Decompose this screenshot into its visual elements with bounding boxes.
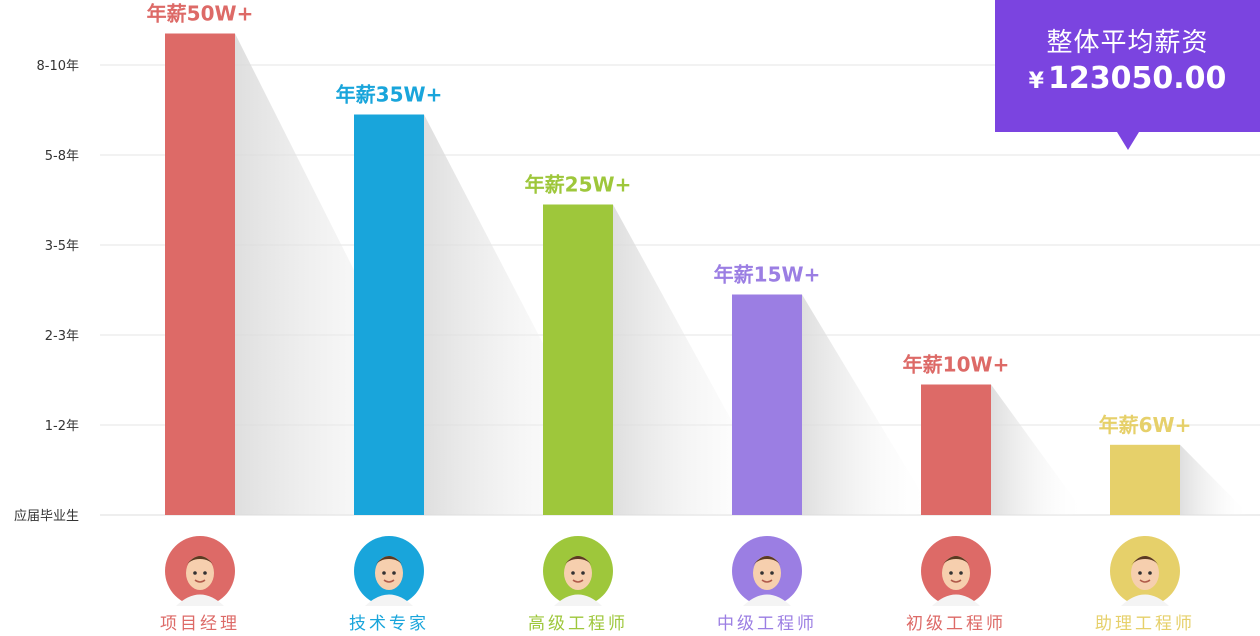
bar <box>354 114 424 515</box>
y-tick-label: 5-8年 <box>45 149 79 164</box>
average-salary-title: 整体平均薪资 <box>1046 28 1209 58</box>
average-salary-value-row: ¥123050.00 <box>995 60 1260 101</box>
category-label: 项目经理 <box>160 614 240 634</box>
mid-engineer-avatar-icon <box>732 536 802 606</box>
average-salary-row: ¥123050.00 <box>1029 61 1227 96</box>
bar-shadow <box>424 114 633 515</box>
category-label: 技术专家 <box>349 614 429 634</box>
senior-engineer-avatar-icon <box>543 536 613 606</box>
y-tick-label: 8-10年 <box>36 59 79 74</box>
bar-shadow <box>613 204 784 515</box>
y-tick-label: 1-2年 <box>45 419 79 434</box>
bar <box>165 33 235 515</box>
bar <box>732 294 802 515</box>
y-tick-label: 应届毕业生 <box>14 508 79 524</box>
manager-avatar-icon <box>165 536 235 606</box>
average-salary-callout: 整体平均薪资 ¥123050.00 <box>995 0 1260 150</box>
assistant-engineer-avatar-icon <box>1110 536 1180 606</box>
y-tick-label: 3-5年 <box>45 239 79 254</box>
bar-shadow <box>802 294 935 515</box>
bar-value-label: 年薪25W+ <box>525 173 632 197</box>
average-salary-value: 123050.00 <box>1047 61 1227 96</box>
y-tick-label: 2-3年 <box>45 329 79 344</box>
expert-avatar-icon <box>354 536 424 606</box>
bar-value-label: 年薪50W+ <box>147 2 254 26</box>
category-label: 助理工程师 <box>1095 614 1195 634</box>
bar-shadow <box>991 384 1086 515</box>
bar <box>921 384 991 515</box>
bar-value-label: 年薪10W+ <box>903 353 1010 377</box>
category-label: 高级工程师 <box>528 614 628 634</box>
junior-engineer-avatar-icon <box>921 536 991 606</box>
bar-shadow <box>1180 444 1250 515</box>
bar-value-label: 年薪6W+ <box>1099 413 1192 437</box>
currency-symbol: ¥ <box>1028 69 1044 94</box>
category-label: 中级工程师 <box>717 614 817 634</box>
bar-value-label: 年薪35W+ <box>336 83 443 107</box>
bar <box>543 204 613 515</box>
bar-value-label: 年薪15W+ <box>714 263 821 287</box>
category-label: 初级工程师 <box>906 614 1006 634</box>
bar <box>1110 444 1180 515</box>
